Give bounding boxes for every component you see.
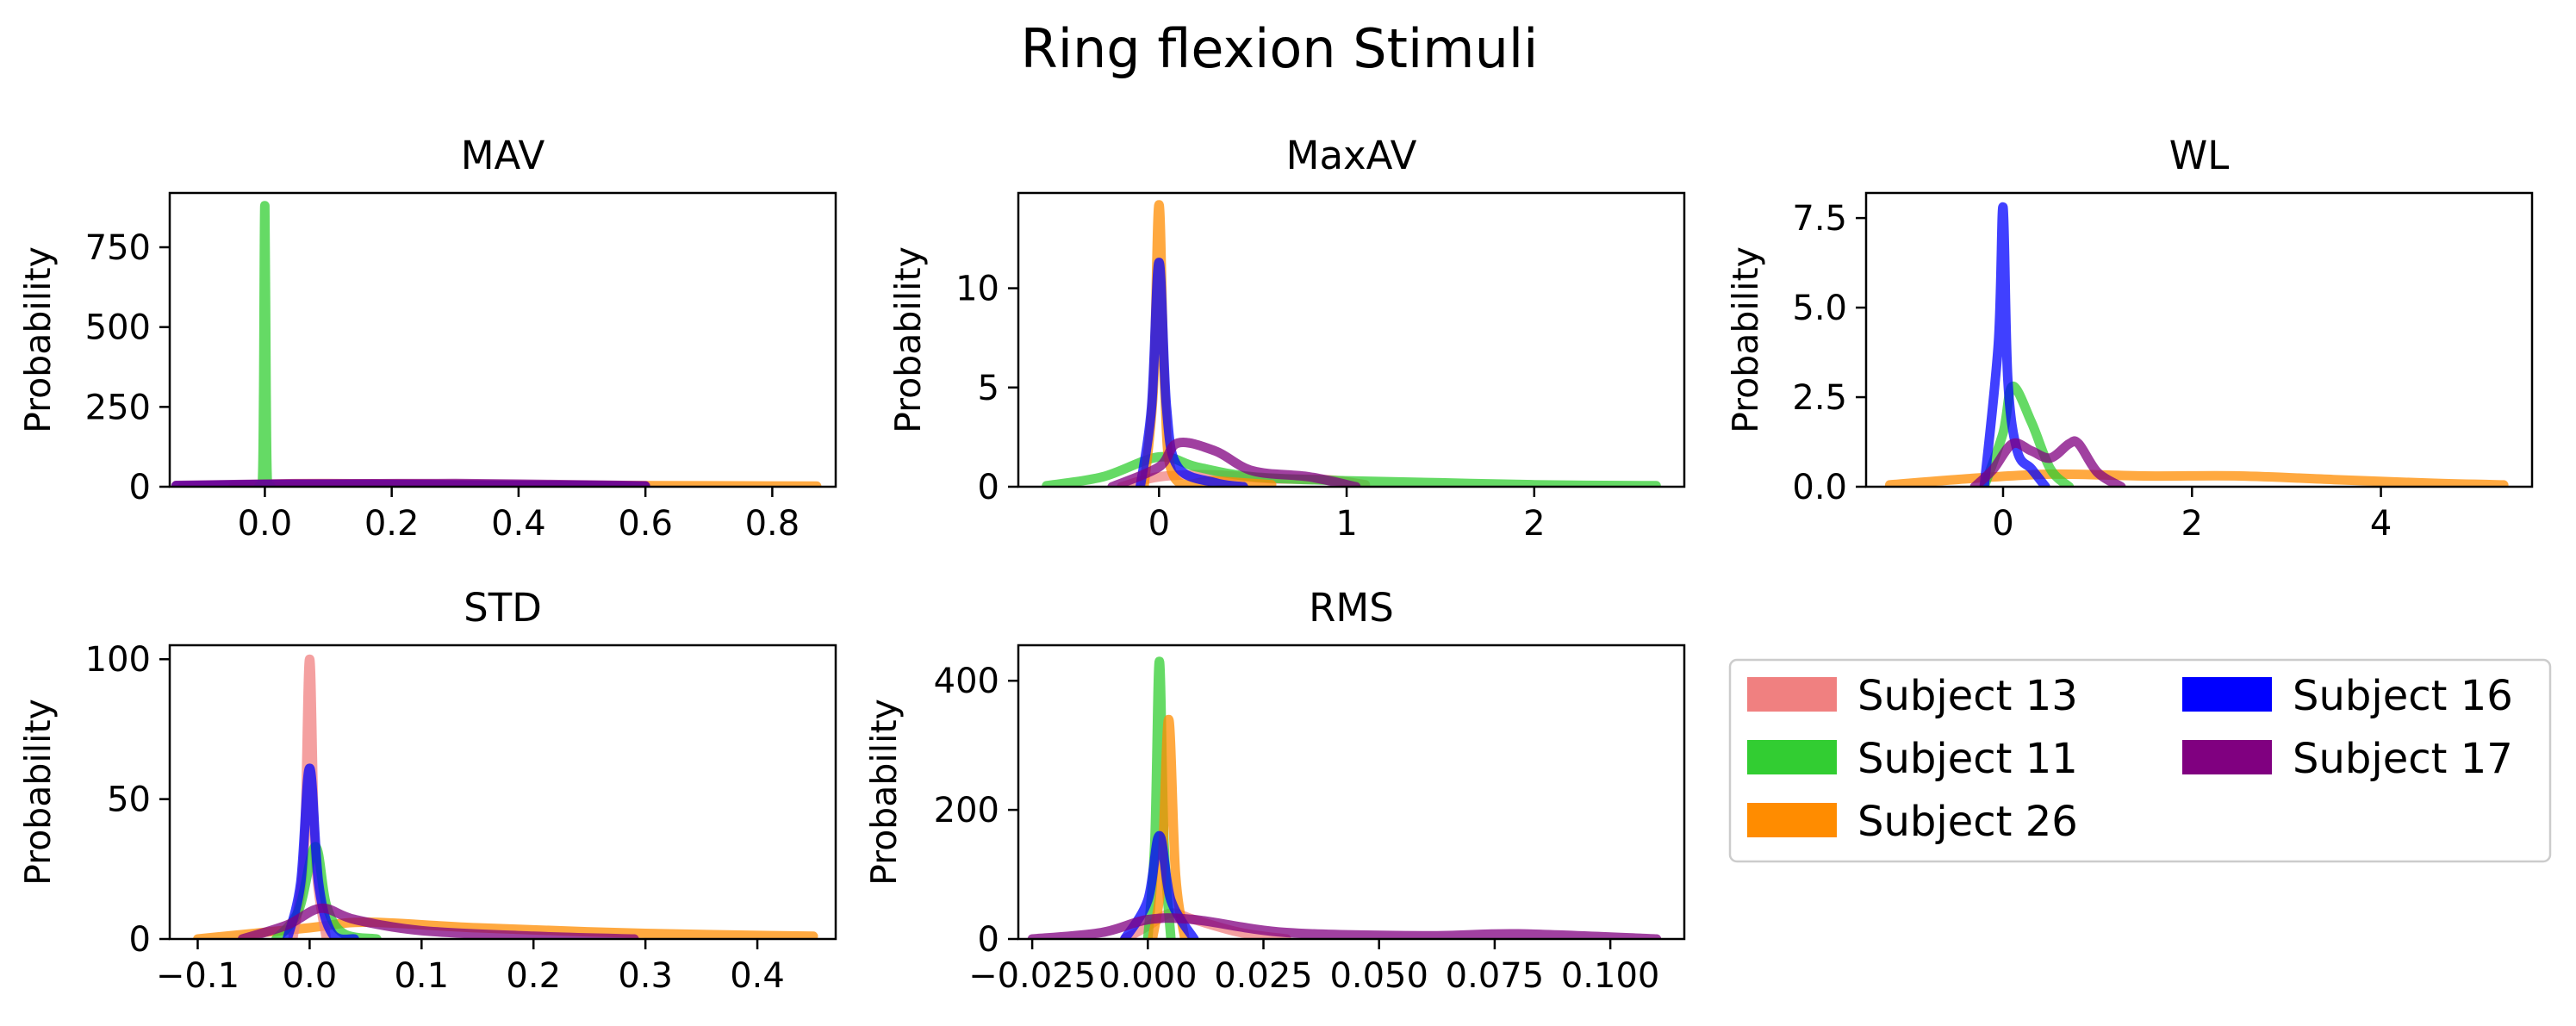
- maxav-y-axis-label: Probability: [887, 246, 929, 433]
- legend-entry-subject-13: Subject 13: [1747, 672, 2078, 720]
- wl-axes-frame: [1864, 191, 2534, 488]
- rms-series-subject-26: [1148, 714, 1190, 939]
- legend-swatch: [2182, 677, 2272, 712]
- wl-y-tick-label: 7.5: [1792, 199, 1847, 239]
- rms-axes-frame: [1017, 644, 1686, 941]
- std-series-subject-16: [282, 763, 359, 939]
- wl-x-tick-label: 2: [2181, 504, 2203, 544]
- mav-x-tick-label: 0.8: [745, 504, 800, 544]
- legend-entry-subject-16: Subject 16: [2182, 672, 2513, 720]
- std-x-tick-label: 0.0: [283, 956, 338, 996]
- subplots: 0.0 0.2 0.4 0.6 0.80250500750MAVProbability0…: [17, 133, 2534, 996]
- wl-title: WL: [2169, 133, 2230, 178]
- maxav-series-subject-16: [1136, 258, 1248, 487]
- legend-swatch: [1747, 740, 1837, 774]
- std-x-tick-label: −0.1: [156, 956, 240, 996]
- legend-label: Subject 16: [2293, 672, 2513, 720]
- wl-y-tick-label: 0.0: [1792, 468, 1847, 507]
- std-y-tick-label: 0: [129, 920, 151, 960]
- wl-series-subject-16: [1979, 202, 2050, 487]
- mav-title: MAV: [461, 133, 545, 178]
- std-series-subject-17: [237, 903, 639, 939]
- mav-y-tick-label: 0: [129, 468, 151, 507]
- wl-y-tick-label: 5.0: [1792, 289, 1847, 328]
- std-x-tick-label: 0.1: [394, 956, 449, 996]
- mav-y-tick-label: 250: [85, 388, 151, 427]
- maxav-y-tick-label: 10: [955, 270, 999, 309]
- maxav-x-tick-label: 0: [1148, 504, 1170, 544]
- std-x-tick-label: 0.2: [506, 956, 561, 996]
- mav-x-tick-label: 0.0: [238, 504, 293, 544]
- std-series-subject-26: [193, 917, 818, 939]
- std-series-group: [193, 654, 818, 939]
- std-y-tick-label: 50: [107, 780, 151, 820]
- maxav-x-tick-label: 2: [1523, 504, 1545, 544]
- legend-label: Subject 17: [2293, 735, 2513, 783]
- maxav-series-group: [1042, 200, 1661, 487]
- mav-series-subject-11: [253, 201, 277, 487]
- legend-entry-subject-11: Subject 11: [1747, 735, 2078, 783]
- std-axes-frame: [168, 644, 837, 941]
- mav-x-tick-label: 0.2: [364, 504, 420, 544]
- maxav-title: MaxAV: [1286, 133, 1417, 178]
- rms-x-tick-label: 0.050: [1329, 956, 1428, 996]
- figure-title: Ring flexion Stimuli: [1021, 17, 1539, 80]
- legend-entry-subject-26: Subject 26: [1747, 798, 2078, 846]
- wl-y-tick-label: 2.5: [1792, 378, 1847, 418]
- maxav-x-tick-label: 1: [1335, 504, 1357, 544]
- legend-entry-subject-17: Subject 17: [2182, 735, 2513, 783]
- subplot-std: −0.1 0.0 0.1 0.2 0.3 0.4 0 50 100 STD Probability: [17, 585, 837, 996]
- mav-series-subject-17: [171, 478, 650, 487]
- rms-y-axis-label: Probability: [863, 699, 905, 886]
- mav-y-axis-label: Probability: [17, 246, 59, 433]
- wl-y-axis-label: Probability: [1725, 246, 1766, 433]
- rms-x-tick-label: 0.100: [1561, 956, 1660, 996]
- subplot-mav: 0.0 0.2 0.4 0.6 0.8 0 250 500 750 MAV Probability: [17, 133, 837, 544]
- rms-y-tick-label: 0: [978, 920, 999, 960]
- mav-y-tick-label: 750: [85, 228, 151, 268]
- legend-swatch: [1747, 677, 1837, 712]
- wl-series-group: [1884, 202, 2509, 487]
- rms-x-tick-label: 0.025: [1214, 956, 1313, 996]
- subplot-wl: 0 2 4 0.0 2.5 5.0 7.5 WL Probability: [1725, 133, 2534, 544]
- rms-x-tick-label: 0.000: [1098, 956, 1198, 996]
- legend-swatch: [2182, 740, 2272, 774]
- mav-y-tick-label: 500: [85, 308, 151, 348]
- legend-label: Subject 26: [1857, 798, 2078, 846]
- wl-x-tick-label: 4: [2370, 504, 2392, 544]
- maxav-y-tick-label: 5: [978, 369, 999, 408]
- subplot-maxav: 0 1 2 0 5 10 MaxAV Probability: [887, 133, 1686, 544]
- maxav-series-subject-17: [1107, 438, 1361, 487]
- mav-x-tick-label: 0.6: [618, 504, 673, 544]
- wl-series-subject-11: [1979, 382, 2075, 487]
- rms-series-subject-17: [1027, 913, 1662, 939]
- rms-title: RMS: [1309, 585, 1394, 631]
- rms-x-tick-label: 0.075: [1446, 956, 1545, 996]
- mav-x-tick-label: 0.4: [491, 504, 546, 544]
- legend-swatch: [1747, 803, 1837, 837]
- wl-series-subject-17: [1969, 436, 2126, 487]
- legend: Subject 13 Subject 11 Subject 26 Subject 16…: [1728, 658, 2552, 863]
- rms-series-subject-16: [1120, 830, 1199, 939]
- maxav-axes-frame: [1017, 191, 1686, 488]
- legend-label: Subject 11: [1857, 735, 2078, 783]
- wl-series-subject-26: [1884, 469, 2509, 487]
- rms-x-tick-label: −0.025: [968, 956, 1096, 996]
- std-x-tick-label: 0.4: [730, 956, 785, 996]
- rms-y-tick-label: 200: [934, 791, 999, 830]
- maxav-y-tick-label: 0: [978, 468, 999, 507]
- std-title: STD: [464, 585, 542, 631]
- rms-series-group: [1027, 656, 1662, 939]
- legend-frame: [1728, 658, 2552, 863]
- rms-y-tick-label: 400: [934, 662, 999, 701]
- std-y-tick-label: 100: [85, 640, 151, 680]
- wl-x-tick-label: 0: [1992, 504, 2013, 544]
- subplot-rms: −0.025 0.000 0.025 0.050 0.075 0.100 0 200 400 RM…: [863, 585, 1686, 996]
- std-x-tick-label: 0.3: [618, 956, 673, 996]
- std-y-axis-label: Probability: [17, 699, 59, 886]
- legend-label: Subject 13: [1857, 672, 2078, 720]
- mav-axes-frame: [168, 191, 837, 488]
